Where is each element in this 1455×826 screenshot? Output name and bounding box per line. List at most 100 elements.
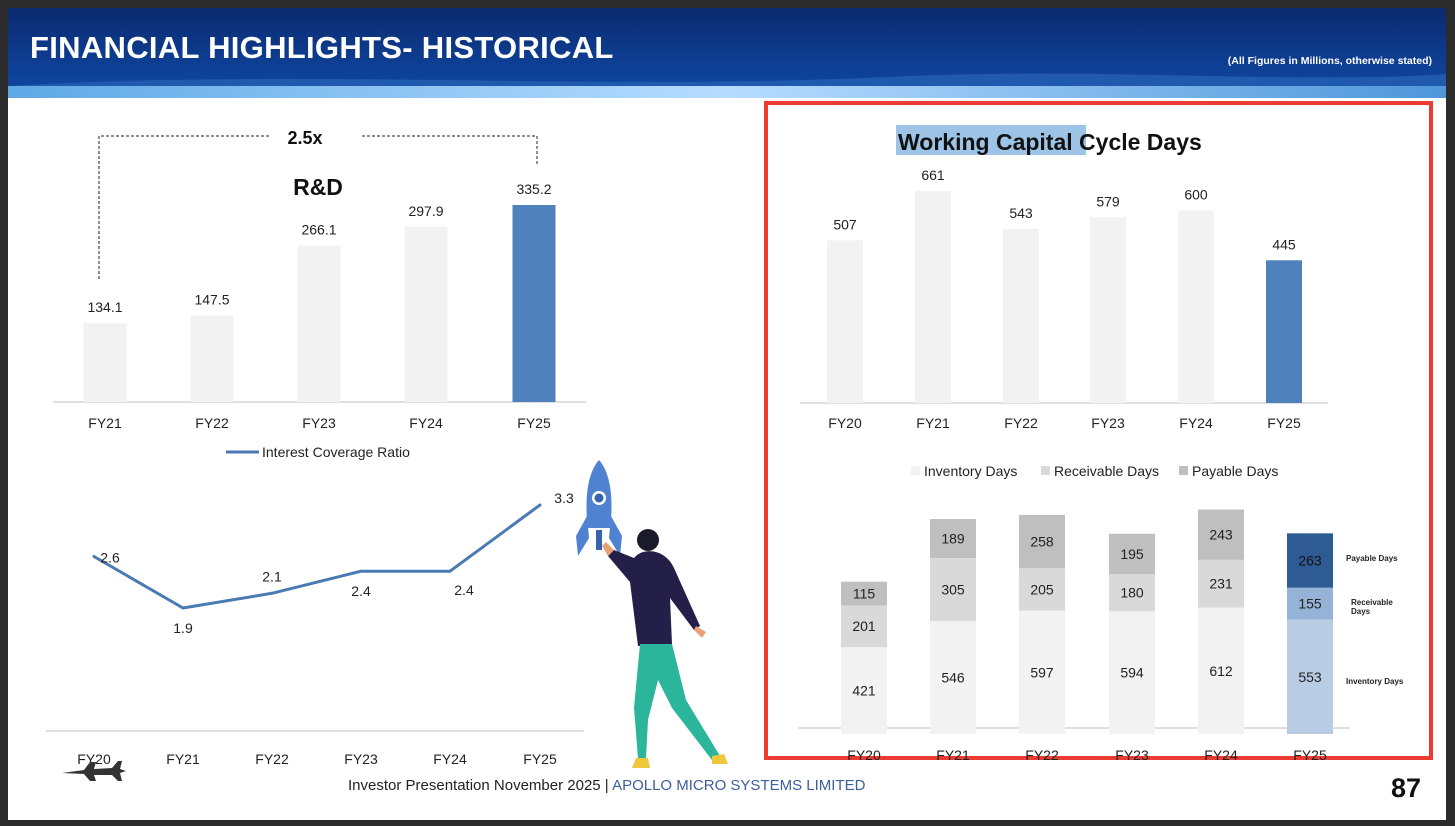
legend-inventory-days: Inventory Days xyxy=(924,463,1017,479)
stacked-value-fy23-inventory: 594 xyxy=(1120,665,1144,681)
stacked-tick-fy21: FY21 xyxy=(936,747,970,760)
icr-tick-fy20: FY20 xyxy=(77,751,111,767)
rnd-bar-fy21 xyxy=(83,323,127,402)
stacked-segment-fy24-receivable xyxy=(1198,559,1244,608)
rnd-chart: 2.5x R&D 134.1 FY21 147.5 FY22 266.1 FY23 297.… xyxy=(53,128,586,431)
legend-swatch-payable-days xyxy=(1179,466,1188,475)
wcc-value-fy22: 543 xyxy=(1009,205,1033,221)
header-banner: FINANCIAL HIGHLIGHTS- HISTORICAL (All Fi… xyxy=(8,8,1446,98)
icr-tick-fy22: FY22 xyxy=(255,751,289,767)
wcc-tick-fy24: FY24 xyxy=(1179,415,1213,431)
icr-value-fy24: 2.4 xyxy=(454,582,474,598)
icr-value-fy20: 2.6 xyxy=(100,550,120,566)
page-number: 87 xyxy=(1390,773,1421,803)
wcc-bar-fy21 xyxy=(915,191,951,403)
icr-value-fy25: 3.3 xyxy=(554,490,574,506)
stacked-value-fy20-receivable: 201 xyxy=(852,618,876,634)
icr-point-fy23 xyxy=(359,569,363,573)
person-figure xyxy=(602,529,728,768)
figures-note: (All Figures in Millions, otherwise stat… xyxy=(1227,55,1432,67)
icr-tick-fy23: FY23 xyxy=(344,751,378,767)
stacked-value-fy21-receivable: 305 xyxy=(941,582,965,598)
stacked-value-fy22-payable: 258 xyxy=(1030,534,1054,550)
footer-text: Investor Presentation November 2025 | xyxy=(348,777,609,794)
rnd-value-fy22: 147.5 xyxy=(194,291,229,307)
wcc-bar-fy22 xyxy=(1003,228,1039,403)
legend-swatch-inventory-days xyxy=(911,466,920,475)
stacked-tick-fy23: FY23 xyxy=(1115,747,1149,760)
rnd-tick-fy22: FY22 xyxy=(195,415,229,431)
stacked-segment-fy23-receivable xyxy=(1109,574,1155,612)
icr-tick-fy21: FY21 xyxy=(166,751,200,767)
stacked-segment-fy24-payable xyxy=(1198,509,1244,560)
icr-point-fy22 xyxy=(270,591,274,595)
stacked-segment-fy25-receivable xyxy=(1287,587,1333,620)
banner-stripe xyxy=(8,86,1446,98)
wcc-tick-fy22: FY22 xyxy=(1004,415,1038,431)
icr-value-fy23: 2.4 xyxy=(351,583,371,599)
footer: Investor Presentation November 2025 | AP… xyxy=(348,777,865,794)
stacked-segment-fy23-payable xyxy=(1109,533,1155,575)
rnd-bar-fy25 xyxy=(512,205,556,402)
rnd-value-fy21: 134.1 xyxy=(87,299,122,315)
rnd-value-fy24: 297.9 xyxy=(408,203,443,219)
icr-value-fy22: 2.1 xyxy=(262,568,282,584)
interest-coverage-chart: Interest Coverage Ratio 2.6 FY20 1.9 FY21 2.… xyxy=(46,444,584,767)
stacked-segment-fy25-inventory xyxy=(1287,619,1333,734)
stacked-value-fy25-inventory: 553 xyxy=(1298,669,1322,685)
stacked-segment-fy20-payable xyxy=(841,581,887,606)
icr-point-fy21 xyxy=(181,606,185,610)
stacked-tick-fy24: FY24 xyxy=(1204,747,1238,760)
stacked-value-fy24-receivable: 231 xyxy=(1209,576,1233,592)
wcc-value-fy25: 445 xyxy=(1272,236,1296,252)
side-label-inventory-days: Inventory Days xyxy=(1346,677,1404,686)
stacked-value-fy20-inventory: 421 xyxy=(852,682,876,698)
legend-receivable-days: Receivable Days xyxy=(1054,463,1159,479)
stacked-tick-fy25: FY25 xyxy=(1293,747,1327,760)
working-capital-title: Working Capital Cycle Days xyxy=(898,129,1202,155)
wcc-value-fy23: 579 xyxy=(1096,193,1120,209)
slide: FINANCIAL HIGHLIGHTS- HISTORICAL (All Fi… xyxy=(8,8,1446,820)
page-title: FINANCIAL HIGHLIGHTS- HISTORICAL xyxy=(30,30,614,65)
fighter-jet-icon xyxy=(62,761,126,781)
wcc-bar-fy23 xyxy=(1090,217,1126,403)
rnd-tick-fy21: FY21 xyxy=(88,415,122,431)
rnd-tick-fy25: FY25 xyxy=(517,415,551,431)
stacked-segment-fy25-payable xyxy=(1287,533,1333,588)
stacked-value-fy25-payable: 263 xyxy=(1298,552,1322,568)
rocket-icon xyxy=(576,460,622,556)
wcc-value-fy20: 507 xyxy=(833,216,857,232)
legend-interest-coverage-ratio: Interest Coverage Ratio xyxy=(262,444,410,460)
rnd-bar-fy23 xyxy=(297,245,341,402)
side-label-payable-days: Payable Days xyxy=(1346,554,1398,563)
footer-company: APOLLO MICRO SYSTEMS LIMITED xyxy=(612,777,866,794)
stacked-value-fy23-receivable: 180 xyxy=(1120,585,1144,601)
icr-tick-fy25: FY25 xyxy=(523,751,557,767)
stacked-value-fy21-payable: 189 xyxy=(941,531,965,547)
rnd-title: R&D xyxy=(293,174,343,200)
wcc-bar-fy20 xyxy=(827,240,863,403)
stacked-days-chart: Inventory Days Receivable Days Payable Day… xyxy=(798,463,1404,760)
working-capital-frame xyxy=(764,101,1433,760)
wcc-value-fy21: 661 xyxy=(921,167,945,183)
stacked-value-fy21-inventory: 546 xyxy=(941,670,965,686)
rocket-person-illustration xyxy=(576,460,728,768)
stacked-segment-fy21-inventory xyxy=(930,621,976,734)
rnd-value-fy25: 335.2 xyxy=(516,181,551,197)
title-highlight xyxy=(896,125,1086,155)
stacked-value-fy24-inventory: 612 xyxy=(1209,663,1233,679)
growth-multiple-label: 2.5x xyxy=(287,128,322,148)
stacked-segment-fy22-inventory xyxy=(1019,610,1065,734)
wcc-tick-fy25: FY25 xyxy=(1267,415,1301,431)
stacked-segment-fy21-payable xyxy=(930,519,976,559)
stacked-tick-fy22: FY22 xyxy=(1025,747,1059,760)
icr-point-fy25 xyxy=(538,503,542,507)
stacked-value-fy22-receivable: 205 xyxy=(1030,581,1054,597)
stacked-value-fy20-payable: 115 xyxy=(853,586,876,602)
rnd-tick-fy24: FY24 xyxy=(409,415,443,431)
stacked-value-fy23-payable: 195 xyxy=(1120,546,1144,562)
rnd-bar-fy24 xyxy=(404,226,448,402)
interest-coverage-line xyxy=(93,503,541,610)
working-capital-cycle-chart: Working Capital Cycle Days 507 FY20 661 FY2… xyxy=(800,125,1328,431)
stacked-segment-fy22-receivable xyxy=(1019,568,1065,611)
